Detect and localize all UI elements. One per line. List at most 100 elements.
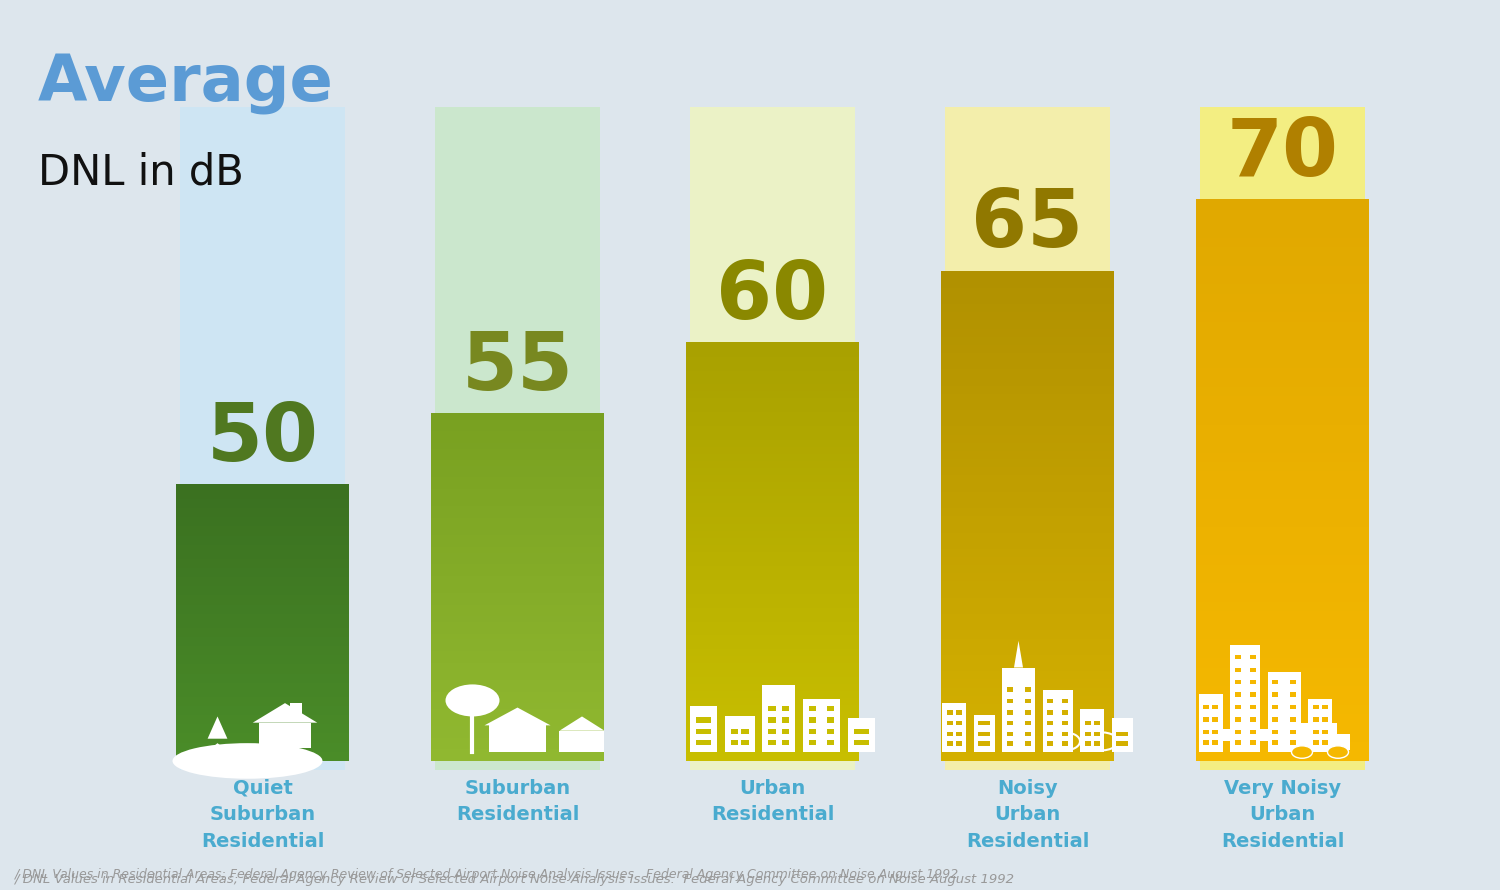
Text: Quiet
Suburban
Residential: Quiet Suburban Residential xyxy=(201,779,324,851)
Bar xyxy=(686,460,858,468)
Bar xyxy=(1197,368,1368,377)
Bar xyxy=(1042,690,1072,752)
Bar xyxy=(686,571,858,579)
Bar xyxy=(686,620,858,628)
Bar xyxy=(686,447,858,454)
Bar xyxy=(177,498,348,504)
Bar xyxy=(942,629,1113,639)
Bar xyxy=(432,732,603,738)
Bar xyxy=(1084,732,1090,736)
Bar xyxy=(782,706,789,711)
Bar xyxy=(1300,723,1336,734)
Bar xyxy=(435,107,600,770)
Bar xyxy=(942,320,1113,328)
Bar xyxy=(942,328,1113,336)
Bar xyxy=(432,575,603,582)
Bar xyxy=(942,352,1113,361)
Bar xyxy=(177,484,348,490)
Bar xyxy=(432,453,603,460)
Bar xyxy=(177,580,348,587)
Bar xyxy=(177,558,348,563)
Bar xyxy=(686,627,858,635)
Bar xyxy=(432,570,603,576)
Text: 70: 70 xyxy=(1227,115,1338,193)
Bar xyxy=(177,622,348,627)
Bar xyxy=(432,610,603,616)
Bar xyxy=(1197,554,1368,565)
Bar xyxy=(1024,721,1030,725)
Bar xyxy=(177,493,348,498)
Bar xyxy=(730,740,738,745)
Bar xyxy=(686,440,858,448)
Bar xyxy=(686,467,858,475)
Bar xyxy=(560,731,604,752)
Bar xyxy=(1250,730,1256,734)
Bar xyxy=(942,564,1113,573)
Bar xyxy=(1203,705,1209,709)
Bar xyxy=(177,682,348,687)
Bar xyxy=(1197,480,1368,490)
Bar xyxy=(1234,705,1240,709)
Bar xyxy=(432,494,603,500)
Bar xyxy=(942,393,1113,402)
Bar xyxy=(942,491,1113,500)
Bar xyxy=(942,271,1113,279)
Bar xyxy=(686,607,858,614)
Bar xyxy=(942,621,1113,630)
Bar xyxy=(177,714,348,719)
Bar xyxy=(1268,672,1300,752)
Bar xyxy=(768,706,776,711)
Bar xyxy=(1212,705,1218,709)
Bar xyxy=(1212,740,1218,745)
Bar xyxy=(1197,302,1368,312)
Bar xyxy=(686,404,858,412)
Bar xyxy=(1122,741,1128,746)
Bar xyxy=(724,716,754,752)
Bar xyxy=(177,530,348,536)
Bar xyxy=(1222,729,1268,741)
Bar xyxy=(686,411,858,419)
Bar xyxy=(1197,358,1368,368)
Bar xyxy=(432,725,603,732)
Bar xyxy=(942,670,1113,679)
Bar xyxy=(1290,705,1296,709)
Bar xyxy=(1212,717,1218,722)
Bar xyxy=(1250,680,1256,684)
Bar xyxy=(942,580,1113,590)
Bar xyxy=(1234,730,1240,734)
Bar xyxy=(704,717,711,723)
Bar xyxy=(686,384,858,392)
Bar xyxy=(177,654,348,659)
Bar xyxy=(1197,685,1368,696)
Text: Urban
Residential: Urban Residential xyxy=(711,779,834,824)
Bar xyxy=(432,500,603,506)
Bar xyxy=(1272,705,1278,709)
Bar xyxy=(177,553,348,559)
Bar xyxy=(974,715,994,752)
Bar xyxy=(802,699,840,752)
Bar xyxy=(1116,741,1122,746)
Bar xyxy=(1062,732,1068,736)
Bar xyxy=(1290,717,1296,722)
Bar xyxy=(978,741,984,746)
Bar xyxy=(1230,720,1260,729)
Bar xyxy=(686,349,858,357)
Bar xyxy=(686,488,858,496)
Bar xyxy=(942,458,1113,467)
Bar xyxy=(942,450,1113,459)
Bar xyxy=(1197,396,1368,406)
Bar xyxy=(782,729,789,734)
Bar xyxy=(946,732,952,736)
Bar xyxy=(1197,246,1368,256)
Bar xyxy=(782,717,789,723)
Bar xyxy=(177,696,348,701)
Bar xyxy=(808,717,816,723)
Bar xyxy=(942,556,1113,565)
Bar xyxy=(432,522,603,530)
Bar xyxy=(177,737,348,742)
Bar xyxy=(942,336,1113,345)
Bar xyxy=(432,552,603,559)
Bar xyxy=(704,740,711,745)
Bar xyxy=(1234,655,1240,659)
Bar xyxy=(945,107,1110,770)
